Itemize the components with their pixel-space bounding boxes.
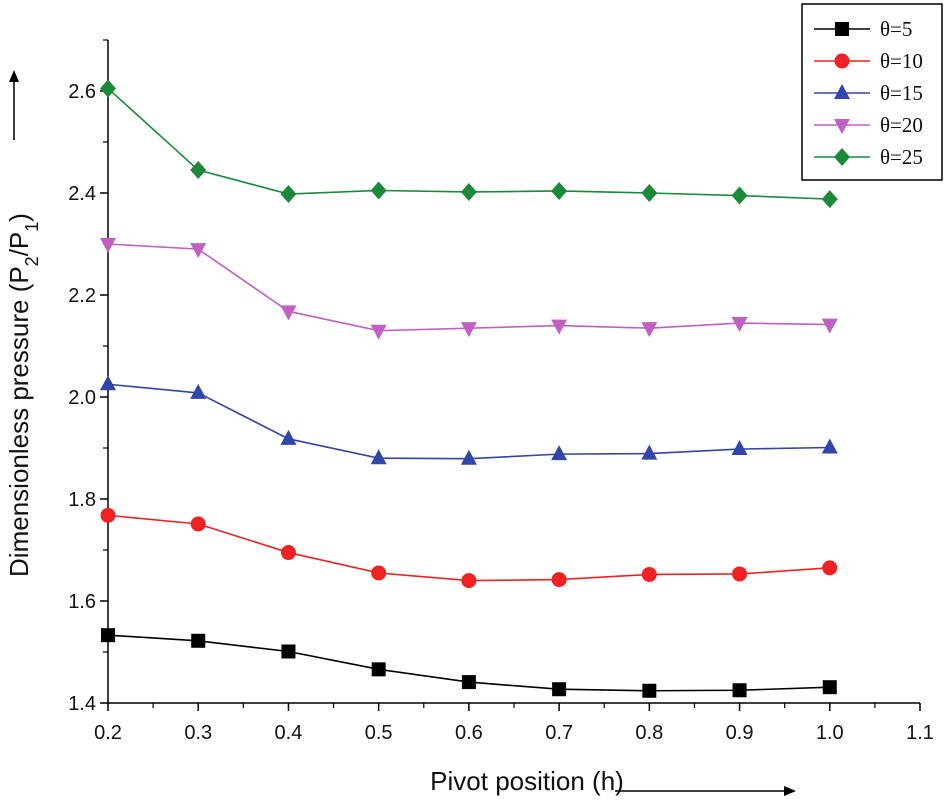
data-point [461,675,476,690]
x-tick-label: 0.6 [455,722,483,744]
data-point [552,682,567,697]
x-tick-label: 0.9 [726,722,754,744]
legend: θ=5 θ=10 θ=15 θ=20 θ=25 [801,3,943,181]
data-point [280,305,297,321]
legend-label: θ=15 [880,81,923,105]
x-tick-label: 0.7 [545,722,573,744]
data-point [460,449,477,465]
data-point [460,322,477,338]
data-point [821,190,838,209]
data-point [371,565,387,581]
data-point [821,438,838,454]
data-point [280,429,297,445]
series-line [107,243,830,332]
data-point [551,181,568,200]
data-point [280,545,296,561]
legend-entry: θ=25 [814,145,923,169]
data-point [370,181,387,200]
data-point [551,319,568,335]
legend-marker [834,119,850,134]
data-point [551,445,568,461]
data-point [281,644,296,659]
data-point [191,633,206,648]
series-4 [100,238,838,340]
legend-box [801,3,943,181]
y-axis-arrowhead [9,70,19,82]
legend-marker [834,53,850,69]
data-point [732,566,748,582]
data-point [190,243,207,259]
data-point [732,683,747,698]
x-tick-label: 0.2 [94,722,122,744]
series-line [107,383,830,460]
legend-label: θ=25 [880,145,923,169]
y-tick-label: 2.4 [68,183,96,205]
data-point [641,322,658,338]
data-point [190,383,207,399]
data-point [100,375,116,391]
data-point [551,572,567,588]
y-tick-label: 1.6 [68,591,96,613]
data-point [822,680,837,695]
data-point [641,184,658,202]
axes [107,40,920,704]
x-tick-label: 0.4 [275,722,303,744]
x-tick-label: 1.0 [816,722,844,744]
data-point [822,560,838,576]
y-tick-label: 1.4 [68,693,96,715]
legend-entry: θ=5 [814,17,912,41]
legend-label: θ=5 [880,17,912,41]
legend-marker [835,22,849,36]
series-layer [100,79,838,698]
data-point [190,516,206,532]
data-point [731,317,748,333]
legend-marker [834,148,850,166]
data-point [370,449,387,465]
data-point [100,238,116,253]
legend-entry: θ=15 [814,81,923,105]
series-5 [100,79,838,209]
data-point [641,566,657,582]
y-tick-label: 2.0 [68,387,96,409]
data-point [100,79,116,98]
series-line [107,514,830,582]
x-tick-label: 1.1 [906,722,934,744]
data-point [190,161,207,180]
legend-entry: θ=20 [814,113,923,137]
legend-label: θ=20 [880,113,923,137]
x-axis-arrowhead [784,786,796,796]
y-tick-label: 1.8 [68,489,96,511]
x-tick-label: 0.8 [635,722,663,744]
data-point [370,324,387,340]
data-point [461,573,477,589]
x-tick-label: 0.5 [365,722,393,744]
series-2 [100,507,838,589]
data-point [731,186,748,205]
data-point [460,182,477,201]
legend-entry: θ=10 [814,49,923,73]
x-axis-title: Pivot position (h) [430,766,624,796]
series-1 [101,628,837,698]
data-point [101,628,115,643]
data-point [731,440,748,456]
legend-marker [834,84,850,99]
ticks: 0.2 0.3 0.4 0.5 0.6 0.7 0.8 0.9 1.0 1.1 1.4 1.6 1.8 2… [68,39,934,744]
series-3 [100,375,838,465]
y-tick-label: 2.2 [68,285,96,307]
data-point [642,683,657,698]
legend-label: θ=10 [880,49,923,73]
data-point [371,662,386,677]
x-tick-label: 0.3 [184,722,212,744]
series-line [107,87,830,200]
y-axis-title: Dimensionless pressure (P2/P1) [4,213,42,577]
data-point [641,444,658,460]
data-point [821,318,838,334]
y-tick-label: 2.6 [68,81,96,103]
data-point [280,185,297,204]
data-point [100,507,116,523]
